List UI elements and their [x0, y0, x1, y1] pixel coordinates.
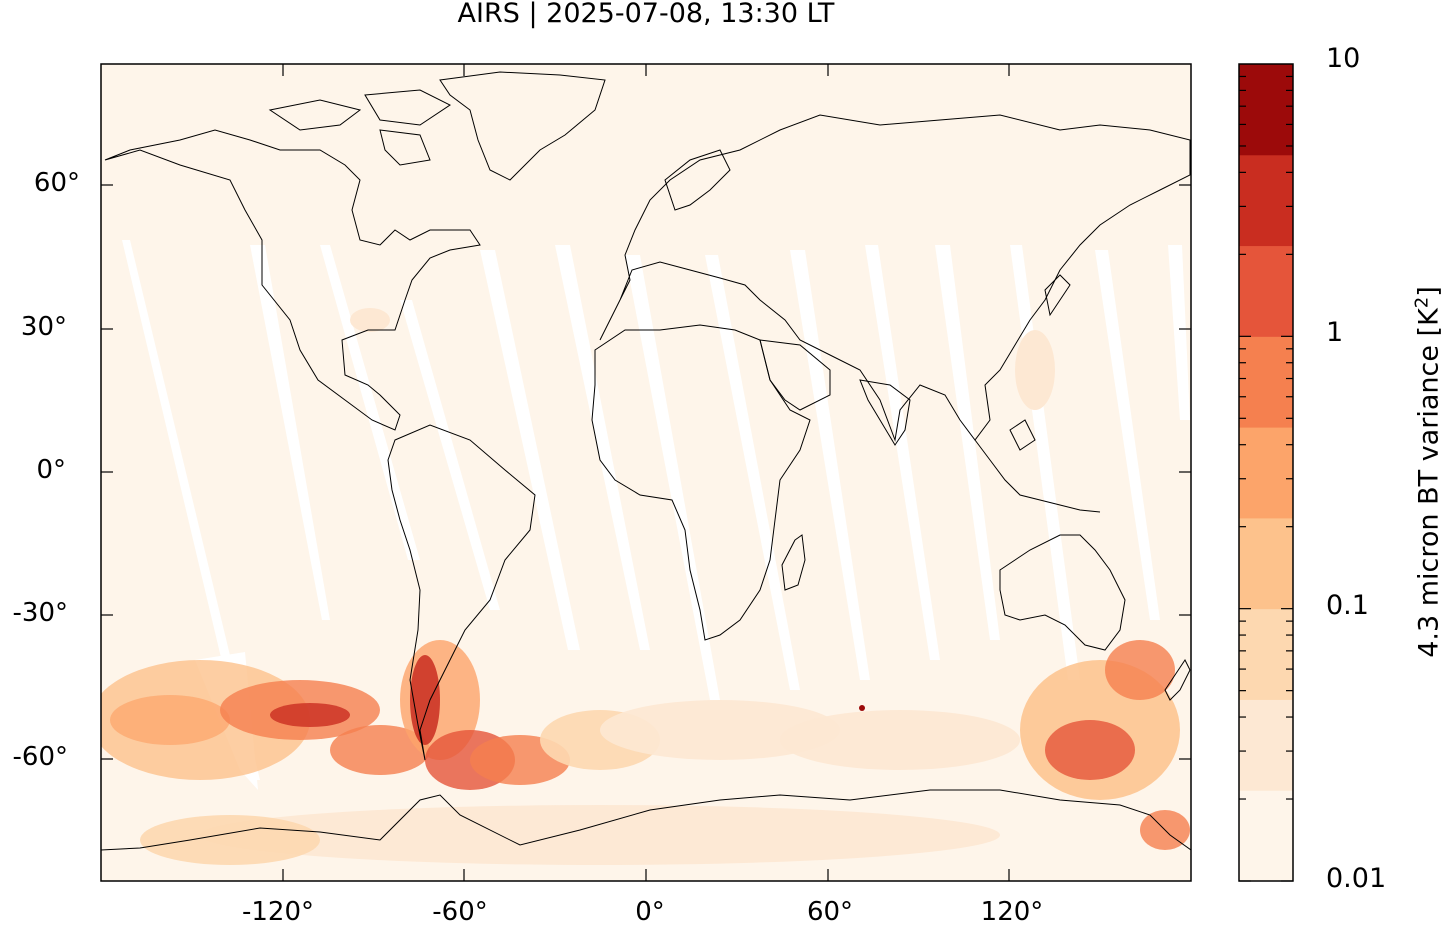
colorbar-tick-0.1: 0.1	[1326, 590, 1369, 621]
y-tick-label-neg30: -30°	[12, 598, 68, 628]
colorbar	[1239, 64, 1293, 882]
axis-ticks	[101, 64, 1191, 881]
colorbar-band	[1239, 64, 1293, 156]
colorbar-tick-0.01: 0.01	[1326, 863, 1387, 894]
colorbar-tick-10: 10	[1326, 43, 1361, 74]
x-tick-label-60: 60°	[806, 897, 854, 927]
y-tick-label-neg60: -60°	[12, 742, 68, 772]
colorbar-band	[1239, 517, 1293, 610]
colorbar-band	[1239, 154, 1293, 247]
y-tick-label-0: 0°	[36, 455, 66, 485]
colorbar-band	[1239, 245, 1293, 337]
x-tick-label-neg120: -120°	[241, 897, 314, 927]
colorbar-title-end: ]	[1413, 286, 1442, 297]
y-tick-label-60: 60°	[33, 168, 80, 198]
colorbar-title-sup: 2	[1411, 296, 1433, 309]
colorbar-band	[1239, 336, 1293, 428]
x-tick-label-0: 0°	[635, 897, 665, 927]
colorbar-band	[1239, 427, 1293, 519]
colorbar-band	[1239, 608, 1293, 700]
x-tick-label-120: 120°	[980, 897, 1044, 927]
colorbar-frame	[1238, 63, 1294, 882]
map-frame	[100, 63, 1192, 882]
orbit-gaps	[122, 240, 1190, 790]
x-tick-label-neg60: -60°	[432, 897, 488, 927]
chart-title: AIRS | 2025-07-08, 13:30 LT	[457, 0, 835, 29]
colorbar-band	[1239, 699, 1293, 791]
y-tick-label-30: 30°	[20, 312, 67, 342]
colorbar-tick-1: 1	[1326, 317, 1344, 348]
colorbar-title-text: 4.3 micron BT variance [K	[1413, 308, 1442, 658]
colorbar-title: 4.3 micron BT variance [K2]	[1412, 222, 1442, 722]
coastlines	[101, 71, 1191, 851]
colorbar-band	[1239, 790, 1293, 882]
